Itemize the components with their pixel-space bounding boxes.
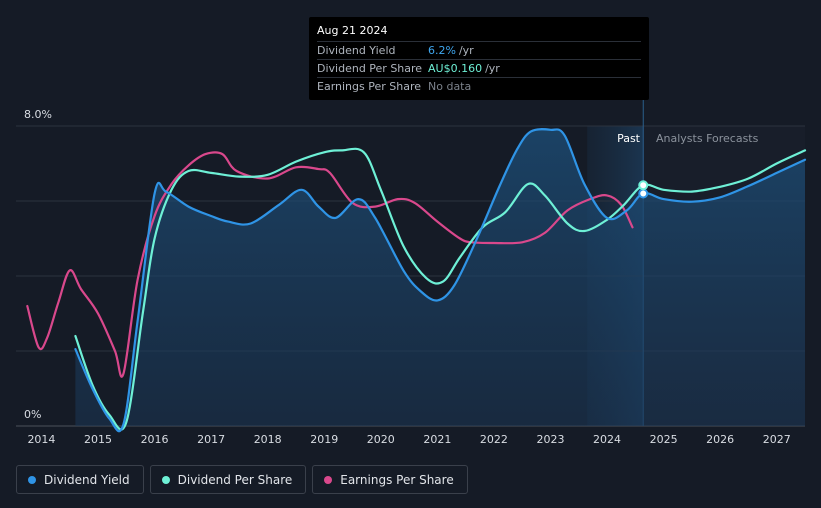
x-tick-label: 2015 <box>84 433 112 446</box>
tooltip-value: AU$0.160 <box>428 62 483 75</box>
tooltip-row-earnings-per-share: Earnings Per Share No data <box>317 77 641 95</box>
x-tick-label: 2025 <box>650 433 678 446</box>
x-tick-label: 2016 <box>141 433 169 446</box>
legend-dot-icon <box>324 475 333 484</box>
chart-legend: Dividend Yield Dividend Per Share Earnin… <box>16 465 468 494</box>
yield-area <box>75 129 805 432</box>
legend-label: Earnings Per Share <box>340 472 454 487</box>
x-tick-label: 2017 <box>197 433 225 446</box>
legend-dot-icon <box>28 475 36 484</box>
x-tick-label: 2022 <box>480 433 508 446</box>
forecast-label: Analysts Forecasts <box>656 132 759 145</box>
x-tick-label: 2020 <box>367 433 395 446</box>
earnings-per-share-line <box>26 151 634 378</box>
x-tick-label: 2026 <box>706 433 734 446</box>
tooltip-label: Dividend Per Share <box>317 62 423 75</box>
x-tick-label: 2014 <box>27 433 55 446</box>
tooltip-value: 6.2% <box>428 44 456 57</box>
x-tick-label: 2023 <box>536 433 564 446</box>
x-axis: 2014 2015 2016 2017 2018 2019 2020 2021 2022 2023… <box>27 433 790 446</box>
x-tick-label: 2024 <box>593 433 621 446</box>
legend-label: Dividend Yield <box>44 472 130 487</box>
tooltip-label: Earnings Per Share <box>317 80 422 93</box>
x-tick-label: 2019 <box>310 433 338 446</box>
x-tick-label: 2027 <box>763 433 791 446</box>
dividend-yield-area <box>75 129 805 432</box>
hover-tooltip: Aug 21 2024 Dividend Yield 6.2% /yr Divi… <box>309 17 649 100</box>
legend-item-earnings-per-share[interactable]: Earnings Per Share <box>312 465 468 494</box>
tooltip-row-dividend-per-share: Dividend Per Share AU$0.160 /yr <box>317 59 641 77</box>
dividend-per-share-marker <box>638 180 649 191</box>
today-markers <box>638 180 649 199</box>
legend-label: Dividend Per Share <box>177 472 293 487</box>
past-label: Past <box>617 132 641 145</box>
legend-item-dividend-per-share[interactable]: Dividend Per Share <box>149 465 307 494</box>
legend-dot-icon <box>161 475 170 484</box>
dividend-yield-marker <box>638 188 649 199</box>
tooltip-date: Aug 21 2024 <box>317 24 388 37</box>
tooltip-label: Dividend Yield <box>317 44 396 57</box>
y-axis: 8.0% 0% <box>24 108 52 421</box>
y-tick-label-top: 8.0% <box>24 108 52 121</box>
legend-item-dividend-yield[interactable]: Dividend Yield <box>16 465 144 494</box>
tooltip-unit: /yr <box>485 62 500 75</box>
tooltip-unit: /yr <box>458 44 474 57</box>
x-tick-label: 2021 <box>423 433 451 446</box>
region-labels: Past Analysts Forecasts <box>617 132 759 145</box>
tooltip-row-dividend-yield: Dividend Yield 6.2% /yr <box>317 41 641 59</box>
tooltip-value: No data <box>428 80 472 93</box>
y-tick-label-bottom: 0% <box>24 408 41 421</box>
x-tick-label: 2018 <box>254 433 282 446</box>
